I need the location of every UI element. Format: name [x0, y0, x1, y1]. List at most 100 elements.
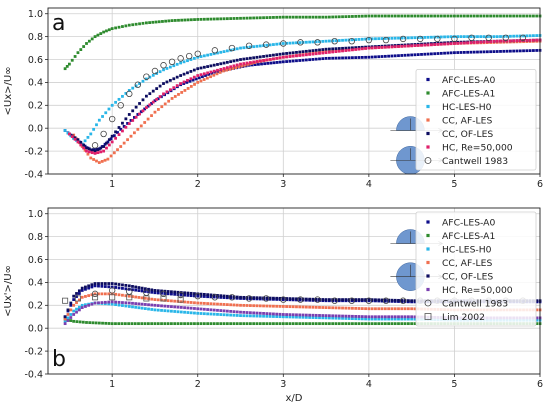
data-point: [235, 58, 239, 62]
data-point: [502, 35, 506, 38]
data-point: [489, 35, 493, 39]
x-tick-label: 6: [537, 379, 543, 390]
data-point: [176, 310, 180, 314]
data-point: [351, 298, 354, 301]
data-point: [321, 298, 325, 301]
data-point: [80, 142, 84, 146]
data-point: [301, 15, 305, 19]
data-point: [321, 39, 325, 43]
data-point: [63, 129, 67, 132]
data-point: [281, 305, 285, 308]
data-point: [446, 14, 450, 18]
data-point: [245, 311, 249, 314]
data-point: [156, 97, 160, 101]
data-point: [121, 283, 124, 287]
data-point: [357, 315, 361, 318]
data-point: [137, 289, 141, 292]
data-point: [140, 306, 144, 310]
data-point: [535, 14, 539, 18]
data-point: [505, 39, 509, 43]
data-point: [416, 14, 420, 18]
data-point: [145, 94, 148, 98]
data-point: [206, 295, 210, 299]
data-point: [410, 14, 414, 18]
data-point: [177, 291, 184, 299]
legend-label: CC, AF-LES: [442, 258, 492, 269]
data-point: [232, 59, 236, 63]
data-point: [314, 48, 318, 52]
data-point: [403, 14, 407, 18]
data-point: [166, 299, 170, 303]
data-point: [248, 311, 252, 315]
data-point: [131, 285, 134, 288]
data-point: [63, 322, 67, 326]
data-point: [272, 43, 275, 46]
data-point: [406, 315, 410, 319]
data-point: [186, 18, 190, 22]
data-point: [189, 85, 193, 88]
data-point: [321, 48, 325, 51]
data-point: [73, 136, 77, 140]
data-point: [433, 43, 437, 46]
data-point: [304, 313, 308, 317]
data-point: [469, 14, 473, 18]
data-point: [436, 52, 440, 55]
data-point: [393, 322, 397, 326]
data-point: [225, 313, 229, 317]
data-point: [139, 110, 143, 114]
data-point: [140, 302, 144, 306]
data-point: [397, 315, 400, 319]
data-point: [367, 322, 371, 326]
data-point: [85, 321, 88, 324]
data-point: [364, 322, 367, 326]
data-point: [272, 304, 275, 308]
data-point: [105, 29, 108, 33]
data-point: [94, 321, 98, 325]
data-point: [364, 37, 367, 41]
data-point: [374, 307, 377, 311]
data-point: [406, 44, 410, 48]
data-point: [106, 157, 110, 161]
series-cantwell-1983: [91, 34, 527, 149]
data-point: [160, 322, 163, 326]
data-point: [485, 34, 492, 41]
data-point: [308, 15, 312, 19]
data-point: [413, 44, 417, 48]
data-point: [344, 317, 348, 320]
data-point: [295, 313, 298, 317]
data-point: [275, 296, 279, 300]
data-point: [147, 287, 150, 291]
data-point: [337, 15, 341, 19]
data-point: [344, 298, 348, 301]
data-point: [110, 302, 114, 306]
data-point: [209, 293, 213, 297]
data-point: [308, 322, 312, 326]
data-point: [508, 14, 512, 18]
data-point: [150, 297, 154, 301]
data-point: [288, 41, 292, 45]
data-point: [235, 310, 239, 314]
data-point: [199, 294, 203, 298]
data-point: [189, 77, 193, 81]
data-point: [148, 92, 152, 96]
data-point: [229, 65, 233, 69]
data-point: [141, 79, 145, 83]
data-point: [393, 317, 397, 321]
data-point: [121, 293, 124, 297]
data-point: [163, 292, 167, 295]
data-point: [466, 41, 469, 45]
data-point: [206, 71, 210, 75]
data-point: [265, 43, 269, 47]
data-point: [110, 134, 114, 138]
data-point: [357, 317, 361, 321]
data-point: [189, 70, 193, 73]
data-point: [397, 54, 400, 58]
data-point: [225, 309, 229, 313]
data-point: [334, 298, 338, 301]
data-point: [170, 309, 173, 313]
data-point: [100, 292, 104, 296]
data-point: [82, 45, 86, 48]
data-point: [76, 140, 80, 144]
data-point: [304, 305, 308, 309]
data-point: [357, 38, 361, 41]
